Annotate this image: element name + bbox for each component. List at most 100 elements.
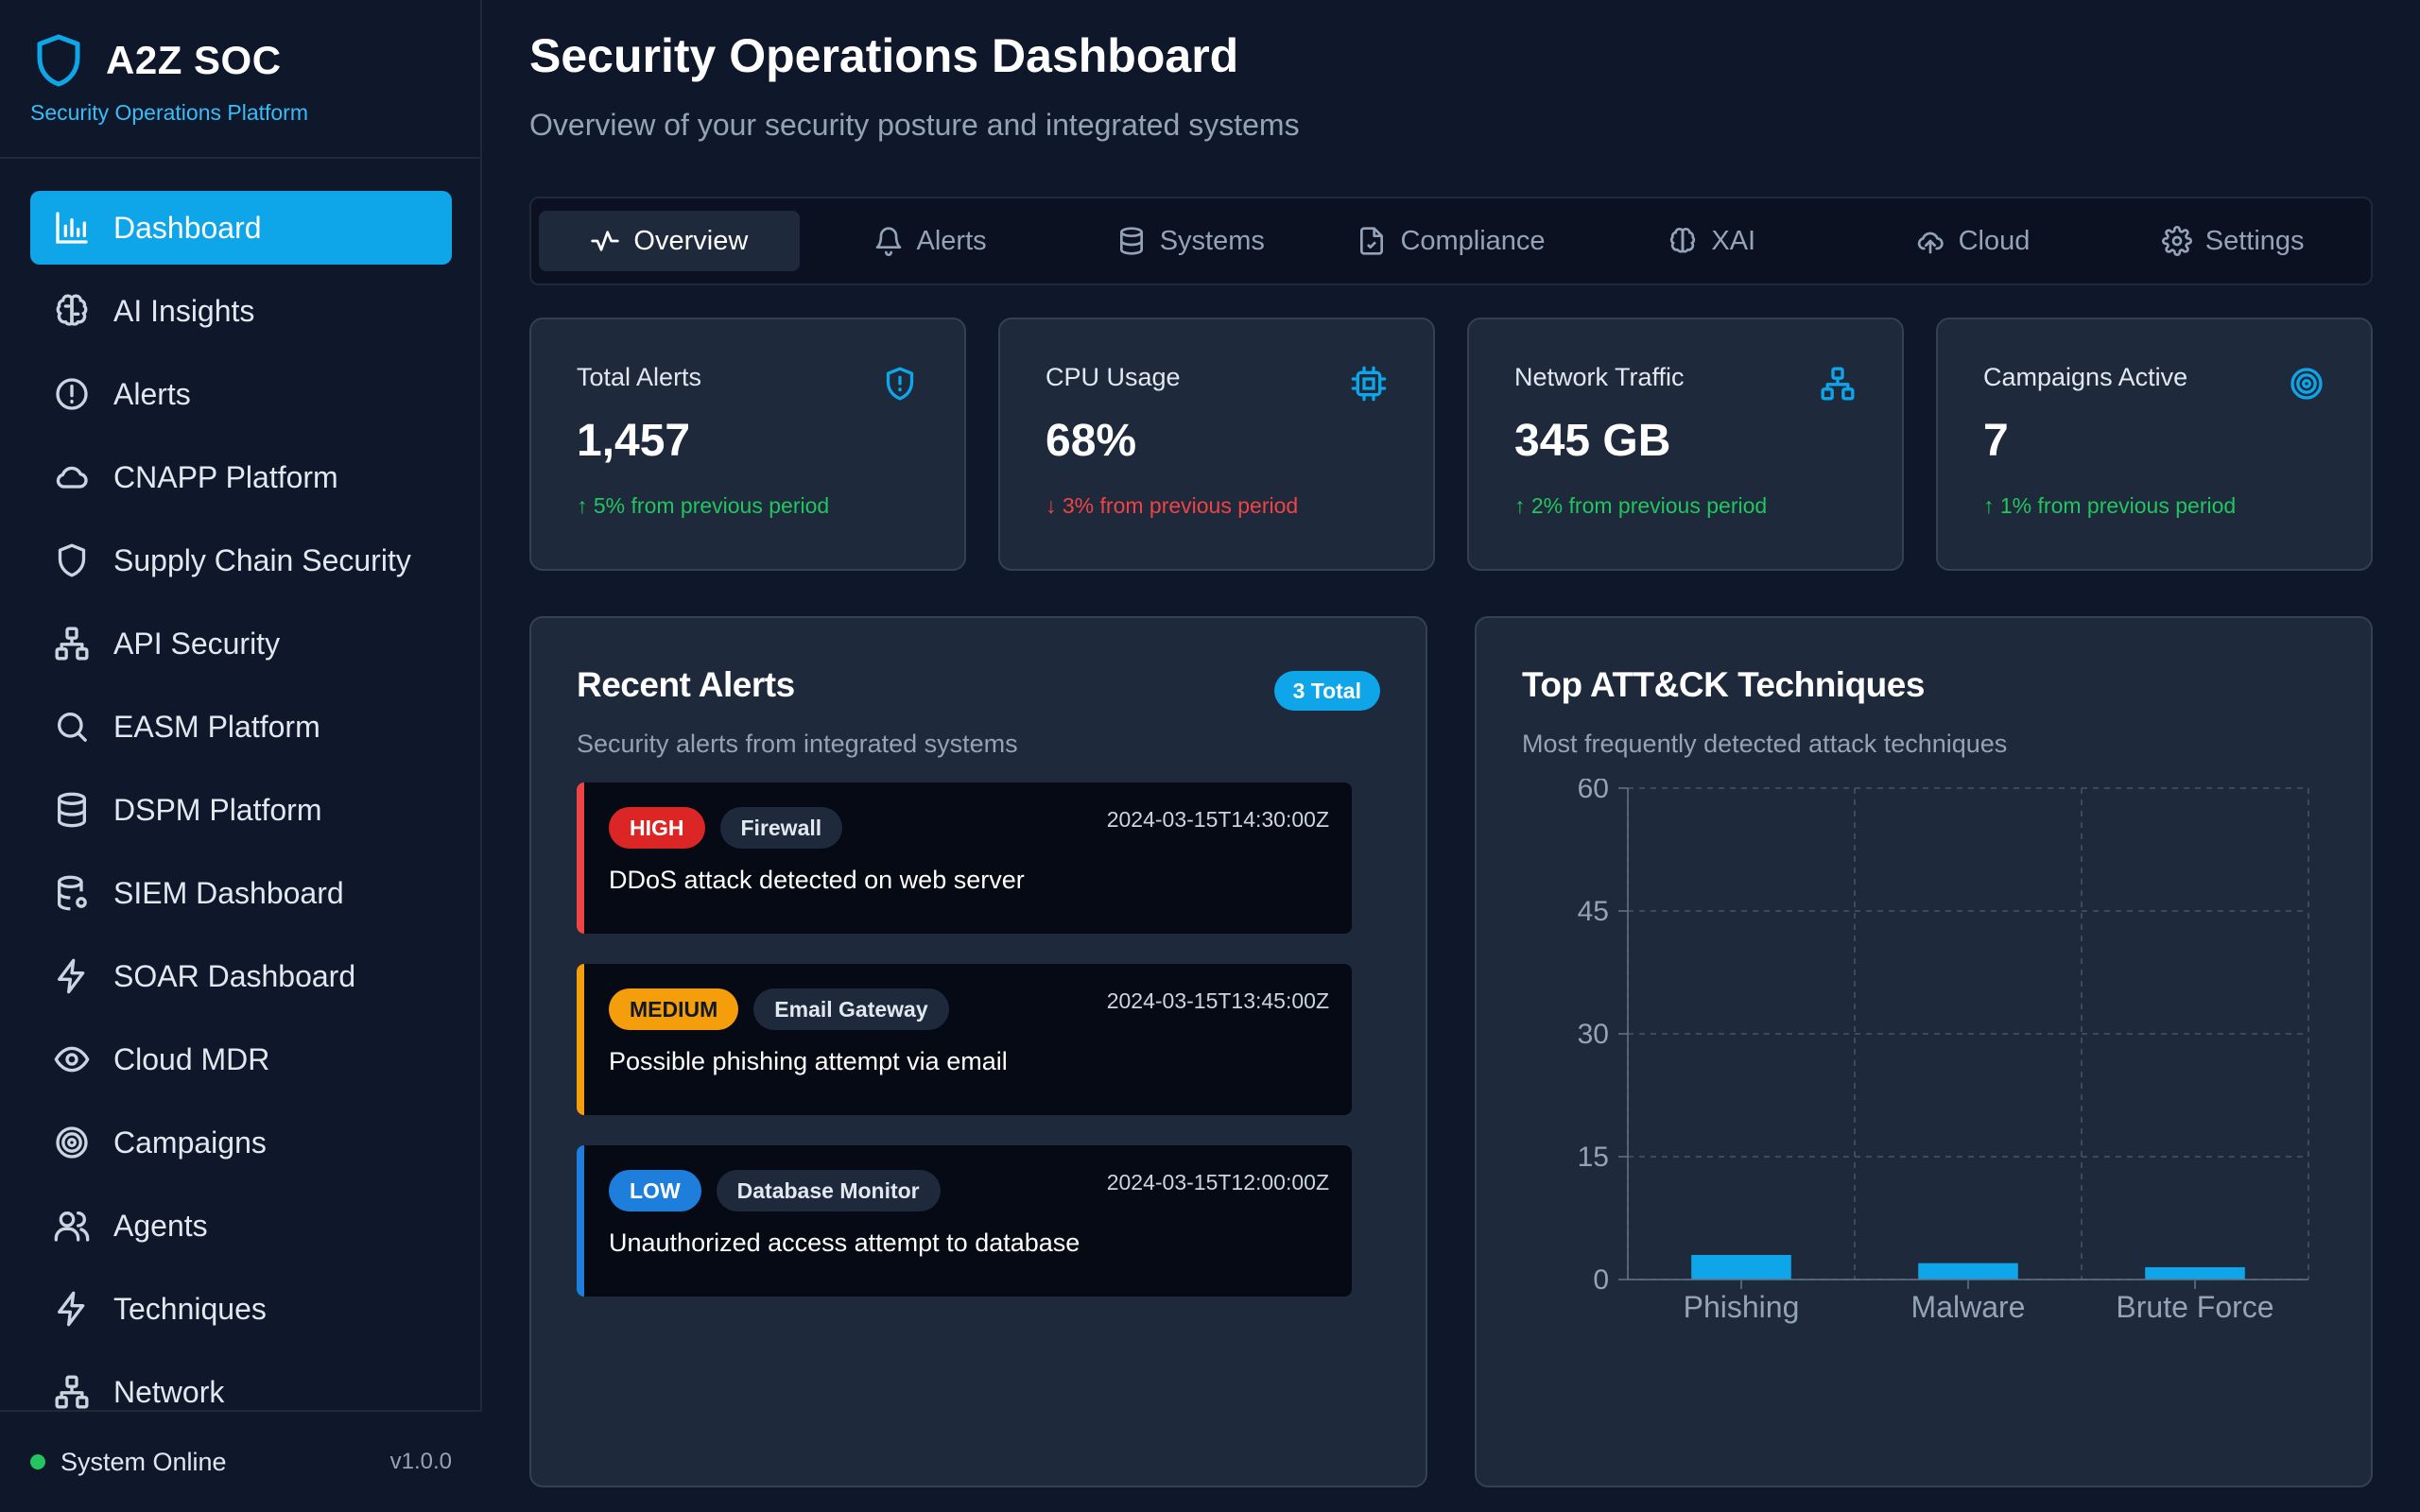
sidebar-item-dashboard[interactable]: Dashboard: [30, 191, 452, 265]
y-tick-label: 30: [1578, 1019, 1609, 1050]
sidebar-footer: System Online v1.0.0: [0, 1410, 482, 1512]
shield-alert-icon: [881, 365, 919, 403]
sidebar-item-api-security[interactable]: API Security: [30, 607, 452, 680]
sidebar-item-alerts[interactable]: Alerts: [30, 357, 452, 431]
target-icon: [53, 1124, 91, 1161]
source-badge: Database Monitor: [716, 1170, 941, 1211]
severity-badge: MEDIUM: [609, 988, 739, 1030]
panel-subtitle: Security alerts from integrated systems: [577, 730, 1018, 758]
cloud-upload-icon: [1915, 226, 1945, 256]
sidebar-item-label: AI Insights: [113, 293, 255, 328]
techniques-chart: 0 15 30 45 60 Phishing Malware Brute Force: [1514, 779, 2337, 1402]
tab-systems[interactable]: Systems: [1060, 211, 1321, 271]
sidebar: A2Z SOC Security Operations Platform Das…: [0, 0, 482, 1512]
stat-card-network-traffic: Network Traffic 345 GB ↑ 2% from previou…: [1467, 318, 1904, 571]
database-icon: [1116, 226, 1147, 256]
stat-change: ↑ 2% from previous period: [1514, 493, 1768, 518]
x-tick-label: Phishing: [1684, 1290, 1800, 1324]
app-version: v1.0.0: [389, 1449, 452, 1474]
alert-message: Unauthorized access attempt to database: [609, 1228, 1080, 1257]
sidebar-item-cloud-mdr[interactable]: Cloud MDR: [30, 1022, 452, 1096]
brand: A2Z SOC Security Operations Platform: [30, 30, 308, 126]
alert-item[interactable]: MEDIUM Email Gateway 2024-03-15T13:45:00…: [577, 964, 1352, 1115]
tab-bar: Overview Alerts Systems Compliance XAI: [529, 197, 2373, 285]
page-title: Security Operations Dashboard: [529, 29, 1239, 82]
stat-label: Campaigns Active: [1983, 363, 2188, 391]
sidebar-item-cnapp-platform[interactable]: CNAPP Platform: [30, 440, 452, 514]
brand-name: A2Z SOC: [106, 38, 282, 82]
sidebar-item-label: Dashboard: [113, 210, 262, 245]
network-icon: [53, 625, 91, 662]
alert-message: Possible phishing attempt via email: [609, 1047, 1008, 1075]
cloud-icon: [53, 458, 91, 496]
tab-cloud[interactable]: Cloud: [1842, 211, 2103, 271]
stat-label: Total Alerts: [577, 363, 702, 391]
database-cog-icon: [53, 874, 91, 912]
gear-icon: [2161, 226, 2192, 256]
tab-xai[interactable]: XAI: [1582, 211, 1842, 271]
tab-overview[interactable]: Overview: [539, 211, 800, 271]
tab-compliance[interactable]: Compliance: [1321, 211, 1582, 271]
techniques-panel: Top ATT&CK Techniques Most frequently de…: [1475, 616, 2373, 1487]
alert-list: HIGH Firewall 2024-03-15T14:30:00Z DDoS …: [577, 782, 1352, 1327]
y-tick-label: 15: [1578, 1142, 1609, 1173]
tab-label: Settings: [2204, 225, 2305, 256]
bar: [1691, 1255, 1791, 1280]
bar: [2145, 1267, 2245, 1280]
lightning-icon: [53, 957, 91, 995]
search-icon: [53, 708, 91, 746]
sidebar-item-label: CNAPP Platform: [113, 459, 338, 494]
panel-title: Top ATT&CK Techniques: [1522, 665, 1925, 704]
sidebar-item-agents[interactable]: Agents: [30, 1189, 452, 1263]
sidebar-nav: Dashboard AI Insights Alerts CNAPP Platf…: [30, 191, 452, 1410]
eye-icon: [53, 1040, 91, 1078]
brain-icon: [1668, 226, 1698, 256]
sidebar-item-supply-chain-security[interactable]: Supply Chain Security: [30, 524, 452, 597]
sidebar-item-easm-platform[interactable]: EASM Platform: [30, 690, 452, 764]
tab-label: Overview: [633, 225, 749, 256]
bar-chart-icon: [53, 209, 91, 247]
network-icon: [1819, 365, 1857, 403]
network-icon: [53, 1373, 91, 1410]
y-tick-label: 60: [1578, 779, 1609, 804]
stat-value: 345 GB: [1514, 416, 1671, 466]
database-icon: [53, 791, 91, 829]
recent-alerts-panel: Recent Alerts 3 Total Security alerts fr…: [529, 616, 1427, 1487]
alert-item[interactable]: HIGH Firewall 2024-03-15T14:30:00Z DDoS …: [577, 782, 1352, 934]
bar: [1918, 1263, 2018, 1280]
severity-badge: HIGH: [609, 807, 705, 849]
sidebar-item-dspm-platform[interactable]: DSPM Platform: [30, 773, 452, 847]
tab-settings[interactable]: Settings: [2102, 211, 2363, 271]
sidebar-item-label: Agents: [113, 1208, 208, 1243]
stat-change: ↑ 1% from previous period: [1983, 493, 2237, 518]
sidebar-item-siem-dashboard[interactable]: SIEM Dashboard: [30, 856, 452, 930]
tab-alerts[interactable]: Alerts: [800, 211, 1061, 271]
alert-timestamp: 2024-03-15T13:45:00Z: [1106, 988, 1329, 1013]
stat-card-cpu-usage: CPU Usage 68% ↓ 3% from previous period: [998, 318, 1435, 571]
sidebar-item-campaigns[interactable]: Campaigns: [30, 1106, 452, 1179]
stat-value: 1,457: [577, 416, 691, 466]
sidebar-item-soar-dashboard[interactable]: SOAR Dashboard: [30, 939, 452, 1013]
sidebar-item-network[interactable]: Network: [30, 1355, 452, 1410]
divider: [0, 157, 482, 159]
activity-icon: [590, 226, 620, 256]
bell-icon: [873, 226, 904, 256]
alert-message: DDoS attack detected on web server: [609, 866, 1025, 894]
status-dot: [30, 1454, 45, 1469]
brain-icon: [53, 292, 91, 330]
stat-card-total-alerts: Total Alerts 1,457 ↑ 5% from previous pe…: [529, 318, 966, 571]
tab-label: Cloud: [1958, 225, 2031, 256]
sidebar-item-label: Supply Chain Security: [113, 542, 411, 577]
sidebar-item-label: DSPM Platform: [113, 792, 322, 827]
stat-label: CPU Usage: [1046, 363, 1181, 391]
y-tick-label: 0: [1593, 1264, 1609, 1296]
sidebar-item-techniques[interactable]: Techniques: [30, 1272, 452, 1346]
sidebar-item-label: Network: [113, 1374, 225, 1409]
alert-item[interactable]: LOW Database Monitor 2024-03-15T12:00:00…: [577, 1145, 1352, 1297]
sidebar-item-label: Alerts: [113, 376, 191, 411]
page-subtitle: Overview of your security posture and in…: [529, 108, 1300, 142]
sidebar-item-ai-insights[interactable]: AI Insights: [30, 274, 452, 348]
tab-label: Systems: [1159, 225, 1265, 256]
stat-change: ↑ 5% from previous period: [577, 493, 830, 518]
panel-subtitle: Most frequently detected attack techniqu…: [1522, 730, 2008, 758]
